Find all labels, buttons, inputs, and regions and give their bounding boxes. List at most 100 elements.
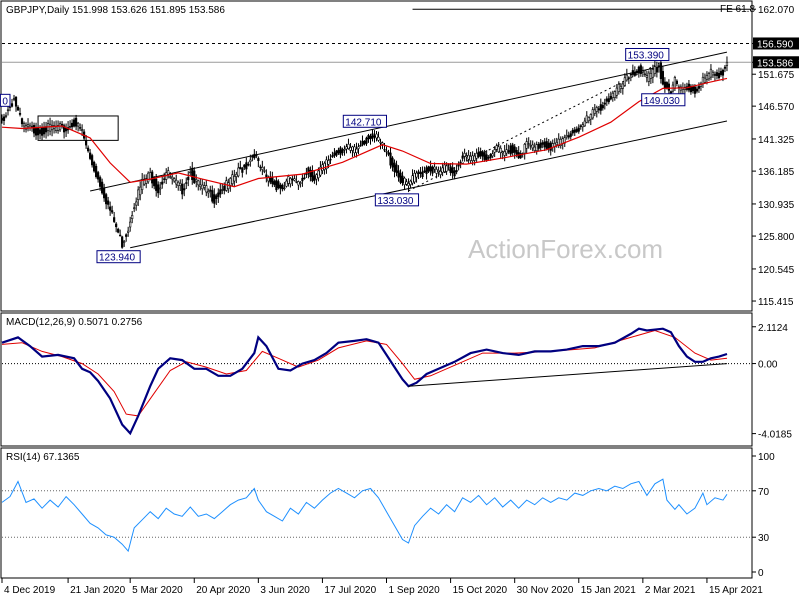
candle-body [311,170,314,182]
candle-body [151,171,154,184]
candle-body [89,152,92,159]
candle-body [371,133,374,139]
candle-body [295,181,298,183]
candle-body [137,189,140,200]
candle-body [205,185,208,193]
candle-body [299,182,302,184]
candle-body [567,135,570,138]
candle-body [327,160,330,165]
candle-body [263,170,266,172]
price-tick-label: 120.545 [758,265,795,276]
candle-body [157,184,160,194]
price-pane [0,0,753,312]
candle-body [617,83,620,92]
candle-body [187,177,190,181]
candle-body [97,172,100,180]
candle-body [349,147,352,151]
candle-body [537,144,540,149]
candle-body [609,96,612,100]
candle-body [491,153,494,157]
candle-body [673,77,676,89]
candle-body [48,123,52,132]
candle-body [261,166,264,170]
date-tick-label: 5 Mar 2020 [132,585,183,596]
candle-body [659,62,662,79]
candle-body [179,182,182,186]
candle-body [171,176,174,180]
candle-body [387,152,390,155]
candle-body [117,228,120,233]
candle-body [399,172,402,183]
candle-body [431,166,434,174]
date-tick-label: 21 Jan 2020 [70,585,125,596]
candle-body [139,186,142,196]
candle-body [515,149,518,155]
price-label-box [0,93,11,107]
candle-body [113,217,116,222]
candle-body [409,180,412,185]
candle-body [335,150,338,156]
candle-body [549,142,552,151]
candle-body [40,127,44,136]
candle-body [369,135,372,140]
candle-body [16,106,20,111]
candle-body [145,178,148,184]
candle-body [373,135,376,138]
candle-body [251,155,254,158]
candle-body [20,118,24,125]
candle-body [697,86,701,89]
candle-body [721,69,725,76]
candle-body [2,116,6,121]
candle-body [283,187,286,190]
candle-body [437,170,440,172]
candle-body [115,223,118,228]
price-tick-label: 130.935 [758,200,795,211]
candle-body [523,144,526,154]
candle-body [715,72,719,77]
candle-body [407,183,410,186]
candle-body [693,86,697,94]
candle-body [583,120,586,127]
candle-body [667,83,670,91]
candle-body [343,148,346,151]
candle-body [639,65,642,74]
candle-body [271,177,274,185]
candle-body [329,158,332,161]
candle-body [359,145,362,147]
price-tick-label: 151.675 [758,70,795,81]
candle-body [629,73,632,76]
candle-body [155,178,158,191]
candle-body [74,117,78,127]
candle-body [56,125,60,131]
candle-body [375,133,378,139]
candle-body [207,191,210,194]
candle-body [99,177,102,187]
candle-body [10,103,14,107]
candle-body [511,144,514,153]
candle-body [12,98,16,100]
candle-body [6,109,10,112]
candle-body [461,155,464,159]
candle-body [265,174,268,178]
candle-body [429,166,432,172]
candle-body [345,146,348,150]
candle-body [125,234,128,237]
candle-body [465,155,468,158]
candle-body [455,170,458,173]
candle-body [377,136,380,141]
candle-body [50,125,54,131]
candle-body [385,150,388,153]
candle-body [60,124,64,126]
candle-body [285,180,288,187]
candle-body [22,123,26,127]
candle-body [77,122,80,127]
candle-body [203,185,206,188]
candle-body [235,173,238,177]
candle-body [647,72,650,82]
candle-body [169,176,172,178]
candle-body [183,188,186,191]
candle-body [365,137,368,144]
candle-body [199,184,202,187]
candle-body [505,149,508,154]
candle-body [305,173,308,175]
